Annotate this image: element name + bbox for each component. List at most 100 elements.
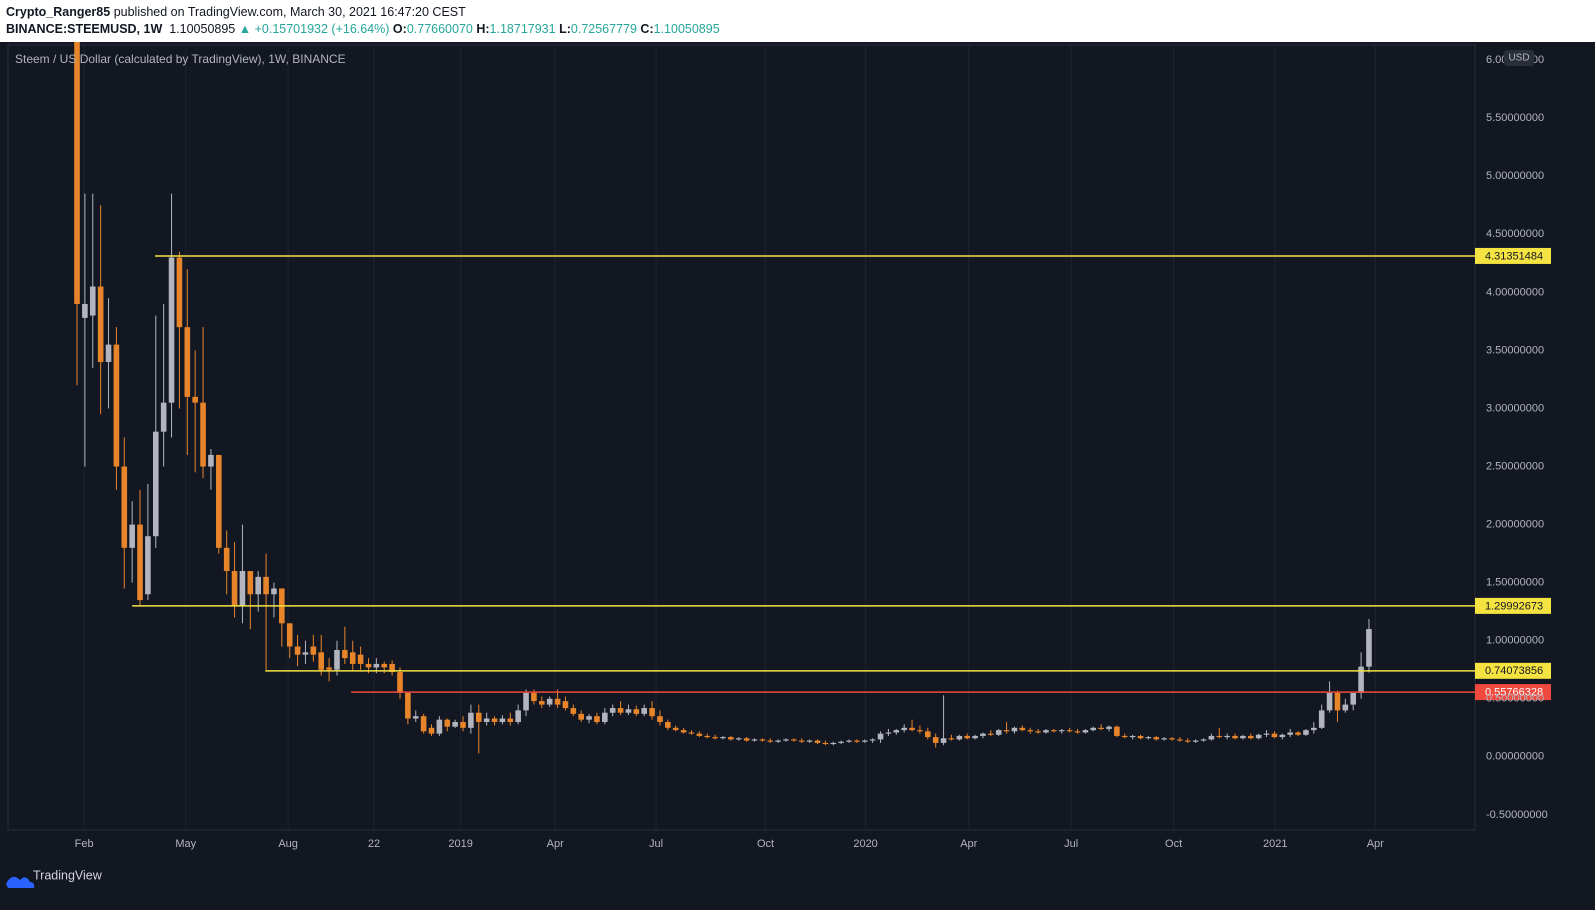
plot-border	[7, 44, 1476, 831]
candle-body	[775, 740, 781, 742]
c-label: C:	[640, 22, 654, 36]
candle-body	[373, 663, 380, 668]
candle-body	[1137, 735, 1144, 739]
candle-body	[1208, 735, 1215, 740]
candle-body	[1129, 735, 1136, 738]
candle-body	[531, 692, 537, 702]
candle-body	[688, 732, 695, 734]
level-label: 0.74073856	[1485, 665, 1543, 677]
candle-body	[121, 466, 128, 548]
candle-body	[988, 733, 994, 735]
candle-body	[216, 454, 222, 548]
candle-body	[1003, 730, 1010, 732]
candle-body	[1303, 730, 1309, 735]
candle-body	[1224, 735, 1230, 738]
candle-body	[617, 708, 624, 713]
c: 1.10050895	[653, 22, 720, 36]
candle-body	[1263, 733, 1270, 735]
x-tick-label: 22	[368, 838, 380, 850]
candle-body	[129, 524, 135, 548]
x-tick-label: 2020	[853, 838, 877, 850]
h-label: H:	[476, 22, 490, 36]
axes: -0.50000000 0.00000000 0.50000000 1.0000000…	[75, 54, 1548, 850]
l: 0.72567779	[570, 22, 637, 36]
candle-body	[1216, 735, 1223, 738]
candle-body	[452, 722, 458, 727]
candle-body	[318, 652, 325, 670]
candle-body	[184, 327, 191, 397]
candle-body	[365, 663, 372, 668]
candle-body	[562, 701, 569, 709]
candle-body	[925, 731, 931, 738]
candle-body	[625, 709, 632, 713]
candle-body	[168, 257, 175, 403]
candle-body	[468, 712, 474, 728]
candle-body	[932, 737, 939, 743]
candle-body	[428, 727, 435, 734]
candle-body	[1019, 727, 1026, 731]
candle-body	[1342, 704, 1349, 711]
symbol: BINANCE:STEEMUSD, 1W	[6, 22, 163, 36]
candle-body	[412, 716, 419, 719]
h: 1.18717931	[489, 22, 556, 36]
x-tick-label: Jul	[649, 838, 663, 850]
candle-body	[192, 396, 198, 403]
candle-body	[940, 738, 947, 743]
candle-body	[523, 692, 529, 711]
candle-body	[1177, 739, 1183, 741]
x-tick-label: Apr	[1367, 838, 1384, 850]
y-tick-label: 0.50000000	[1486, 693, 1544, 705]
x-tick-label: 2019	[448, 838, 472, 850]
candle-body	[263, 576, 269, 595]
candle-body	[578, 713, 584, 720]
candle-body	[310, 646, 317, 655]
level-label-bg	[1475, 247, 1551, 264]
candle-body	[538, 701, 545, 705]
x-tick-label: Apr	[547, 838, 564, 850]
last: 1.10050895	[169, 22, 236, 36]
candle-body	[286, 623, 293, 647]
candle-body	[326, 667, 332, 670]
x-tick-label: Oct	[757, 838, 774, 850]
candle-body	[357, 654, 364, 664]
candle-body	[1153, 737, 1160, 740]
level-label: 4.31351484	[1485, 250, 1543, 262]
candle-body	[1066, 730, 1073, 732]
candle-body	[334, 650, 340, 670]
candle-body	[735, 738, 742, 740]
candle-body	[672, 727, 679, 731]
candle-body	[507, 718, 514, 723]
candle-body	[483, 718, 490, 723]
candle-body	[1145, 737, 1152, 739]
candle-body	[223, 547, 230, 572]
logo	[6, 876, 35, 888]
level-label-bg	[1475, 597, 1551, 614]
candle-body	[475, 712, 482, 723]
candle-body	[846, 740, 852, 742]
candle-body	[554, 698, 561, 705]
candle-body	[82, 303, 88, 318]
candle-body	[641, 708, 648, 714]
candle-body	[909, 727, 915, 731]
y-tick-label: 4.50000000	[1486, 228, 1544, 240]
candle-body	[759, 739, 766, 741]
header: Crypto_Ranger85 published on TradingView…	[0, 0, 1595, 42]
candle-body	[271, 588, 277, 595]
candle-body	[294, 646, 301, 655]
candle-body	[546, 698, 553, 705]
level-label: 0.55766328	[1485, 686, 1543, 698]
candle-body	[712, 737, 718, 739]
candle-body	[948, 738, 955, 740]
candle-body	[901, 727, 907, 731]
candle-body	[1098, 727, 1104, 729]
candle-body	[657, 716, 663, 723]
candle-body	[972, 735, 978, 739]
y-tick-label: 0.00000000	[1486, 751, 1544, 763]
candle-body	[515, 710, 521, 723]
candle-body	[381, 663, 388, 668]
candle-body	[176, 257, 183, 328]
candle-body	[964, 735, 970, 739]
candle-body	[1106, 726, 1112, 729]
candle-body	[1074, 731, 1081, 733]
